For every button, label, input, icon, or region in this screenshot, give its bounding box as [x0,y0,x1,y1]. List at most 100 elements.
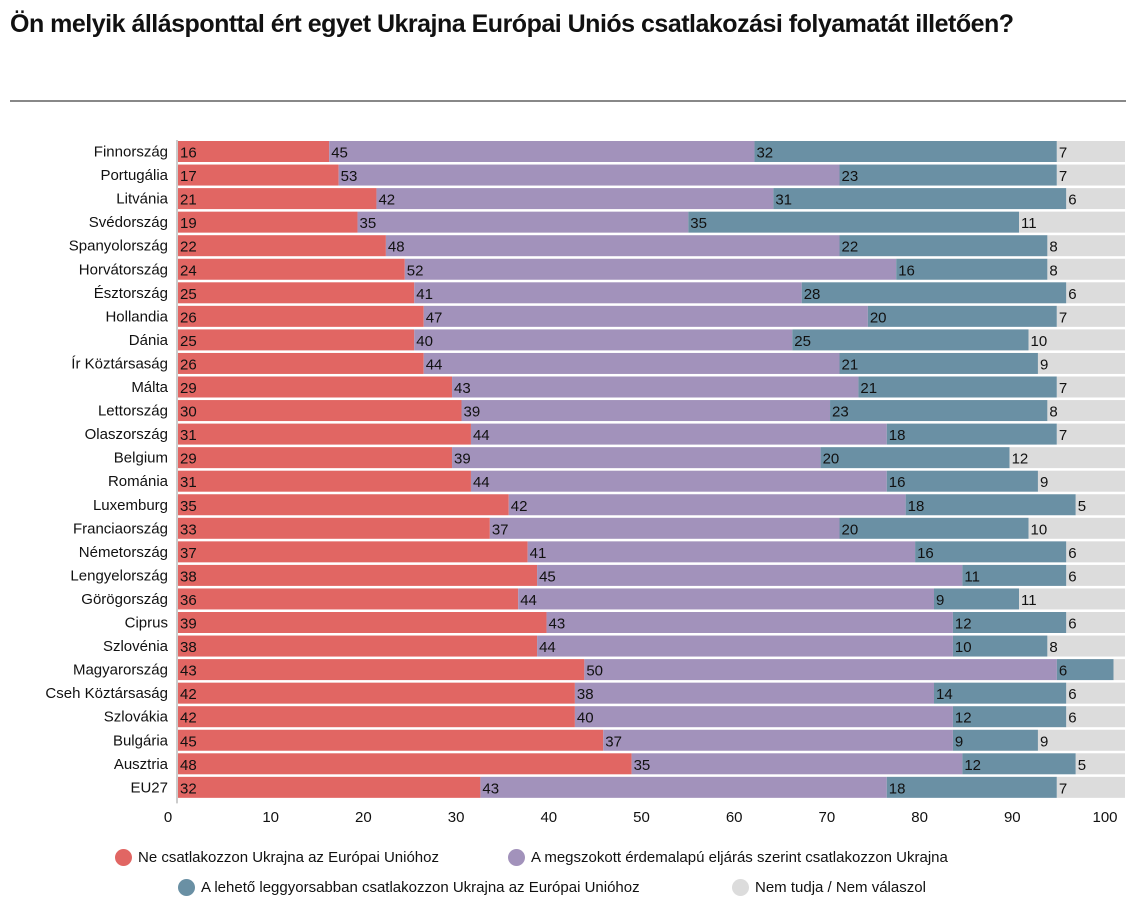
data-label: 40 [416,333,433,350]
legend-item-3: Nem tudja / Nem válaszol [732,879,926,896]
data-label: 32 [180,780,197,797]
data-label: 22 [180,239,197,256]
category-label: Horvátország [79,261,168,278]
data-label: 12 [955,710,972,727]
data-label: 9 [1040,733,1048,750]
bar-segment-2 [376,188,774,210]
x-tick-label: 70 [819,809,836,826]
data-label: 37 [180,545,197,562]
bar-segment-3 [1056,659,1114,681]
bar-segment-1 [178,470,471,492]
category-label: Bulgária [113,732,169,749]
data-label: 42 [511,498,528,515]
bar-segment-3 [952,729,1038,751]
bar-segment-3 [934,682,1067,704]
bar-segment-4 [1056,141,1125,162]
legend-item-2: A lehető leggyorsabban csatlakozzon Ukra… [178,879,640,896]
data-label: 29 [180,451,197,468]
category-label: Cseh Köztársaság [45,685,168,702]
data-label: 25 [180,333,197,350]
data-label: 32 [756,145,773,162]
bar-segment-1 [178,305,424,327]
data-label: 35 [180,498,197,515]
data-label: 42 [180,686,197,703]
data-label: 6 [1068,686,1076,703]
bar-segment-4 [1066,612,1125,633]
category-label: Svédország [89,214,168,231]
data-label: 31 [180,427,197,444]
data-label: 9 [936,592,944,609]
data-label: 42 [378,192,395,209]
data-label: 8 [1049,239,1057,256]
bar-segment-4 [1056,305,1125,327]
data-label: 21 [180,192,197,209]
data-label: 26 [180,309,197,326]
bar-segment-3 [886,423,1057,445]
bar-segment-2 [527,541,916,563]
data-label: 11 [1021,215,1037,232]
bar-segment-4 [1056,776,1125,798]
data-label: 44 [426,356,443,373]
bar-segment-3 [952,612,1067,633]
bar-segment-4 [1047,235,1125,257]
bar-segment-1 [178,682,575,704]
bar-segment-2 [385,235,840,257]
bar-segment-3 [896,258,1048,280]
category-label: Franciaország [73,520,168,537]
legend-item-1: A megszokott érdemalapú eljárás szerint … [508,849,948,866]
bar-segment-3 [839,235,1048,257]
bar-segment-4 [1037,729,1125,751]
bar-segment-1 [178,423,471,445]
bar-segment-2 [452,447,821,469]
data-label: 33 [180,521,197,538]
data-label: 9 [1040,356,1048,373]
legend-swatch [115,849,132,866]
bar-segment-4 [1066,564,1125,586]
bar-segment-3 [773,188,1067,210]
data-label: 23 [832,404,849,421]
bar-segment-1 [178,517,490,539]
bar-segment-2 [546,612,953,633]
legend-swatch [178,879,195,896]
data-label: 20 [870,309,887,326]
data-label: 47 [426,309,443,326]
legend-label: Ne csatlakozzon Ukrajna az Európai Unióh… [138,849,439,866]
bar-segment-1 [178,753,632,775]
bar-segment-3 [952,635,1048,657]
bar-segment-3 [858,376,1057,398]
bar-segment-4 [1019,588,1125,610]
bar-segment-2 [489,517,840,539]
x-tick-label: 30 [448,809,465,826]
bar-segment-4 [1075,753,1125,775]
data-label: 16 [917,545,934,562]
bar-segment-1 [178,258,405,280]
data-label: 30 [180,404,197,421]
data-label: 37 [492,521,509,538]
bar-segment-4 [1066,282,1125,304]
bar-segment-3 [886,470,1038,492]
bar-segment-1 [178,141,330,162]
bar-segment-1 [178,635,538,657]
x-tick-label: 90 [1004,809,1021,826]
data-label: 18 [889,780,906,797]
chart-title: Ön melyik állásponttal ért egyet Ukrajna… [10,10,1014,38]
data-label: 9 [955,733,963,750]
bar-segment-2 [357,211,689,233]
data-label: 45 [180,733,197,750]
category-label: Litvánia [116,191,168,208]
x-tick-label: 40 [540,809,557,826]
bar-segment-2 [423,352,840,374]
bar-segment-2 [461,400,831,422]
data-label: 26 [180,356,197,373]
bar-segment-1 [178,706,575,728]
x-tick-label: 50 [633,809,650,826]
data-label: 23 [842,168,859,185]
data-label: 12 [1012,451,1029,468]
data-label: 17 [180,168,197,185]
bar-segment-3 [820,447,1010,469]
bar-segment-2 [423,305,868,327]
category-label: Ír Köztársaság [71,355,168,372]
legend-item-0: Ne csatlakozzon Ukrajna az Európai Unióh… [115,849,439,866]
category-label: Németország [79,544,168,561]
bar-segment-1 [178,729,604,751]
